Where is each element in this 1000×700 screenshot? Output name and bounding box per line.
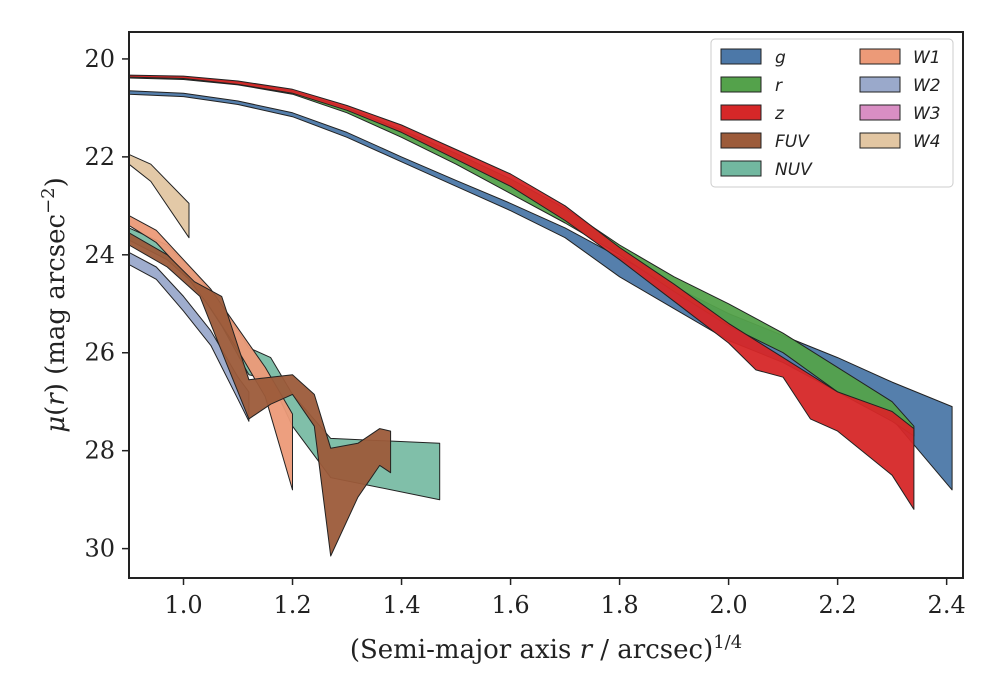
- band-z: [128, 74, 915, 510]
- x-axis-ticks: 1.0 1.2 1.4 1.6 1.8 2.0 2.2 2.4: [164, 578, 966, 619]
- y-tick-label: 28: [84, 437, 115, 465]
- x-tick-label: 1.0: [164, 591, 202, 619]
- legend-swatch-fuv: [720, 132, 762, 149]
- band-fuv: [128, 232, 392, 557]
- legend-swatch-nuv: [720, 160, 762, 177]
- x-tick-label: 2.0: [710, 591, 748, 619]
- y-tick-label: 24: [84, 241, 115, 269]
- y-axis-title: μ(r) (mag arcsec−2): [38, 177, 71, 433]
- x-tick-label: 2.4: [928, 591, 966, 619]
- legend-label-nuv: NUV: [775, 160, 813, 180]
- legend-label-z: z: [774, 104, 785, 124]
- legend-label-w1: W1: [913, 48, 941, 68]
- legend-swatch-r: [720, 76, 762, 93]
- legend-label-w3: W3: [913, 104, 941, 124]
- legend-label-g: g: [775, 48, 786, 68]
- legend-swatch-w3: [859, 104, 901, 121]
- bands-layer: [128, 74, 953, 557]
- x-axis-title: (Semi-major axis r / arcsec)1/4: [350, 632, 742, 665]
- legend-swatch-z: [720, 104, 762, 121]
- legend-label-r: r: [775, 76, 783, 96]
- legend-label-w2: W2: [913, 76, 941, 96]
- x-tick-label: 1.4: [382, 591, 420, 619]
- band-g: [128, 90, 953, 491]
- y-axis-ticks: 20 22 24 26 28 30: [84, 45, 129, 563]
- x-tick-label: 2.2: [819, 591, 857, 619]
- legend-swatch-g: [720, 48, 762, 65]
- legend-label-w4: W4: [913, 132, 941, 152]
- band-w1: [128, 215, 293, 491]
- x-tick-label: 1.2: [273, 591, 311, 619]
- legend-swatch-w1: [859, 48, 901, 65]
- plot-frame: [128, 31, 964, 579]
- x-tick-label: 1.8: [601, 591, 639, 619]
- legend-swatch-w2: [859, 76, 901, 93]
- legend-swatch-w4: [859, 132, 901, 149]
- y-tick-label: 30: [84, 535, 115, 563]
- y-tick-label: 26: [84, 339, 115, 367]
- legend: grz FUV NUV W1 W2 W3 W4: [710, 38, 954, 188]
- band-w2: [128, 251, 250, 422]
- y-tick-label: 20: [84, 45, 115, 73]
- legend-label-fuv: FUV: [775, 132, 810, 152]
- y-tick-label: 22: [84, 143, 115, 171]
- legend-box: [710, 38, 954, 188]
- x-tick-label: 1.6: [491, 591, 529, 619]
